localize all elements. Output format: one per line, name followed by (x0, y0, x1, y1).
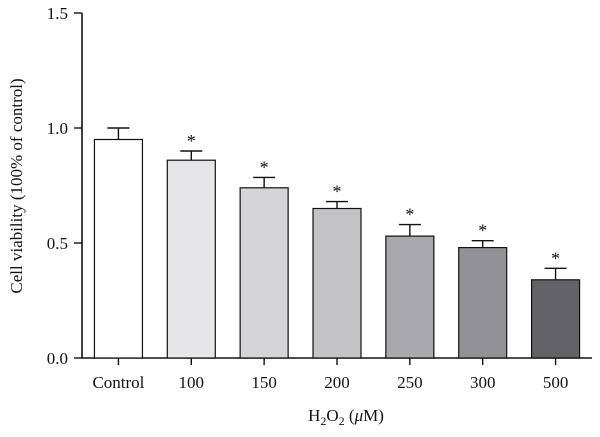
bar-250 (385, 235, 435, 359)
bars (93, 138, 581, 359)
significance-star: * (333, 182, 342, 202)
y-tick-label: 0.5 (47, 234, 68, 253)
x-tick-label: 150 (251, 373, 277, 392)
y-tick-label: 1.5 (47, 4, 68, 23)
significance-star: * (551, 248, 560, 268)
bar-control (93, 138, 144, 359)
x-axis-title-paren: ( (345, 406, 355, 425)
x-axis-title-sub2: 2 (339, 414, 345, 428)
x-axis-title-o: O (326, 406, 338, 425)
error-bars (107, 127, 567, 280)
x-axis-title-mu: μ (354, 406, 364, 425)
x-axis: Control 100 150 200 250 300 500 (82, 357, 592, 392)
bar-150 (239, 187, 289, 359)
bar-300 (458, 247, 508, 359)
x-tick-label: 100 (179, 373, 205, 392)
significance-star: * (187, 131, 196, 151)
x-tick-label: 300 (470, 373, 496, 392)
y-axis: 0.0 0.5 1.0 1.5 (47, 4, 83, 368)
x-tick-label: Control (92, 373, 144, 392)
x-tick-label: 500 (543, 373, 569, 392)
significance-star: * (260, 157, 269, 177)
bar-200 (312, 207, 362, 359)
y-tick-label: 0.0 (47, 349, 68, 368)
y-tick-label: 1.0 (47, 119, 68, 138)
x-axis-title-unit: M) (363, 406, 384, 425)
x-tick-label: 200 (324, 373, 350, 392)
y-axis-title: Cell viability (100% of control) (7, 78, 26, 293)
x-axis-title: H2O2 (μM) (308, 406, 384, 428)
significance-star: * (405, 205, 414, 225)
x-axis-title-sub1: 2 (320, 414, 326, 428)
bar-100 (166, 159, 216, 359)
significance-markers: * * * * * * (187, 131, 560, 268)
significance-star: * (478, 221, 487, 241)
x-axis-title-h: H (308, 406, 320, 425)
bar-500 (530, 279, 581, 359)
x-tick-label: 250 (397, 373, 423, 392)
